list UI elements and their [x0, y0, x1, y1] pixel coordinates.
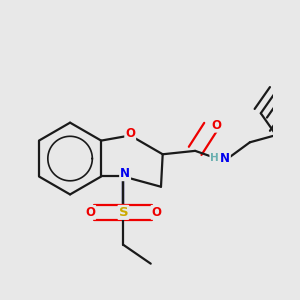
Text: H: H: [210, 153, 219, 164]
Text: O: O: [85, 206, 95, 219]
Text: O: O: [125, 127, 135, 140]
Text: O: O: [212, 119, 222, 132]
Text: N: N: [220, 152, 230, 165]
Text: S: S: [118, 206, 128, 219]
Text: N: N: [120, 167, 130, 180]
Text: O: O: [152, 206, 161, 219]
